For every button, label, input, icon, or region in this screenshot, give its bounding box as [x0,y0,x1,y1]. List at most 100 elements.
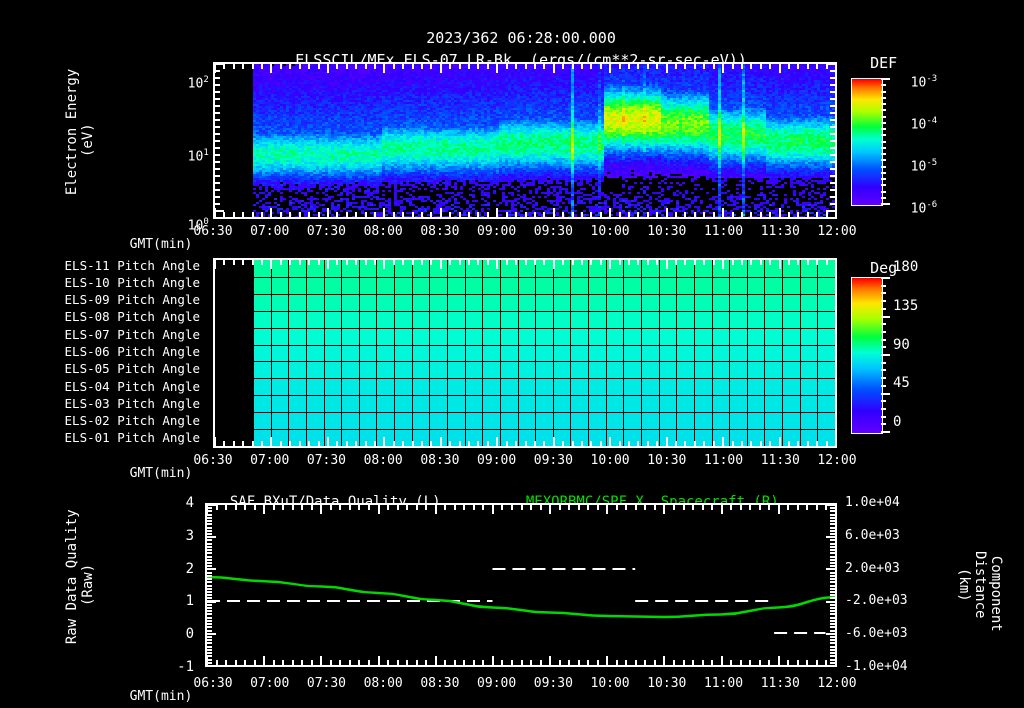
panel3-ytick-right-0: 1.0e+04 [845,495,900,510]
panel3-ytick-left-2: 2 [185,561,194,577]
pitch-angle-row-label-5: ELS-06 Pitch Angle [64,344,200,359]
panel2-xtick-6: 09:30 [533,453,573,468]
panel3-ytick-right-1: 6.0e+03 [845,528,900,543]
panel3-ytick-left-3: 1 [185,593,194,609]
colorbar-deg-label-0: 180 [893,259,919,275]
panel1-xaxis-label: GMT(min) [129,237,193,252]
panel3-ytick-left-labels: 4 3 2 1 0 -1 [150,490,200,685]
panel1-ticks [213,62,837,219]
panel3-xtick-6: 09:30 [533,676,573,691]
pitch-angle-row-label-2: ELS-09 Pitch Angle [64,292,200,307]
panel-pitch-angle [213,258,837,448]
panel-data-quality [205,503,837,667]
pitch-angle-row-label-7: ELS-04 Pitch Angle [64,379,200,394]
panel3-xtick-0: 06:30 [193,676,233,691]
colorbar-def-ticks [881,78,893,206]
colorbar-deg-ticks [881,277,893,434]
colorbar-def [851,78,883,206]
panel1-xtick-8: 10:30 [647,224,687,239]
panel1-ytick-10: 101 [187,148,209,165]
panel2-xtick-4: 08:30 [420,453,460,468]
pitch-angle-row-label-9: ELS-02 Pitch Angle [64,413,200,428]
colorbar-deg-label-1: 135 [893,298,919,314]
panel2-xtick-11: 12:00 [817,453,857,468]
panel3-xtick-8: 10:30 [647,676,687,691]
panel3-ylabel-left: Raw Data Quality (Raw) [64,509,96,644]
pitch-angle-row-label-10: ELS-01 Pitch Angle [64,430,200,445]
panel1-xtick-5: 09:00 [477,224,517,239]
panel3-ylabel-right: Component Distance (km) [956,551,1004,632]
panel1-xtick-9: 11:00 [703,224,744,239]
colorbar-deg-title: Deg [870,259,898,277]
panel2-xtick-0: 06:30 [193,453,233,468]
pitch-angle-canvas[interactable] [215,260,835,446]
panel3-xtick-2: 07:30 [306,676,347,691]
panel1-xtick-0: 06:30 [193,224,233,239]
colorbar-deg-label-3: 45 [893,375,910,391]
panel2-xaxis-label: GMT(min) [129,466,193,481]
panel3-ticks [205,503,837,667]
panel1-xtick-3: 08:00 [363,224,403,239]
pitch-angle-row-label-6: ELS-05 Pitch Angle [64,361,200,376]
panel3-xtick-5: 09:00 [477,676,517,691]
colorbar-deg [851,277,883,434]
panel3-ytick-left-1: 3 [185,528,194,544]
pitch-angle-row-label-4: ELS-07 Pitch Angle [64,327,200,342]
colorbar-def-gradient [852,79,882,205]
colorbar-def-label-1: 10-4 [910,116,938,133]
pitch-angle-row-label-1: ELS-10 Pitch Angle [64,275,200,290]
pitch-angle-row-label-8: ELS-03 Pitch Angle [64,396,200,411]
panel2-ticks [213,258,837,448]
panel1-ylabel: Electron Energy (eV) [64,68,96,196]
panel3-xtick-7: 10:00 [590,676,630,691]
panel3-ytick-right-4: -6.0e+03 [845,626,908,641]
pitch-angle-row-label-0: ELS-11 Pitch Angle [64,258,200,273]
panel3-xtick-labels: 06:30 07:00 07:30 08:00 08:30 09:00 09:30 10:00… [0,677,1024,693]
panel1-ytick-100: 102 [187,75,209,92]
panel3-ytick-left-0: 4 [185,495,194,511]
colorbar-def-title: DEF [870,54,898,72]
panel3-xtick-4: 08:30 [420,676,460,691]
panel1-ytick-1: 100 [187,217,209,234]
data-quality-canvas[interactable] [207,505,835,665]
panel3-xaxis-label: GMT(min) [129,689,193,704]
panel1-xtick-2: 07:30 [306,224,347,239]
panel2-xtick-10: 11:30 [760,453,800,468]
panel3-xtick-10: 11:30 [760,676,800,691]
colorbar-deg-labels: 180 135 90 45 0 [893,260,963,450]
panel2-xtick-8: 10:30 [647,453,687,468]
panel-electron-energy [213,62,837,219]
spectrogram-canvas[interactable] [215,64,835,217]
colorbar-def-label-3: 10-6 [910,200,938,217]
panel2-row-labels: ELS-11 Pitch Angle ELS-10 Pitch Angle ELS-… [0,258,208,448]
panel3-xtick-11: 12:00 [817,676,857,691]
colorbar-deg-gradient [852,278,882,433]
panel2-xtick-labels: 06:30 07:00 07:30 08:00 08:30 09:00 09:30 10:00… [0,454,1024,470]
panel1-xtick-11: 12:00 [817,224,857,239]
panel3-xtick-1: 07:00 [250,676,290,691]
pitch-angle-row-label-3: ELS-08 Pitch Angle [64,309,200,324]
panel2-xtick-3: 08:00 [363,453,403,468]
panel1-xtick-1: 07:00 [250,224,290,239]
panel2-xtick-9: 11:00 [703,453,744,468]
panel3-ytick-right-3: -2.0e+03 [845,593,908,608]
panel3-xtick-9: 11:00 [703,676,744,691]
panel3-ytick-left-4: 0 [185,626,194,642]
panel3-xtick-3: 08:00 [363,676,403,691]
panel3-ytick-left-5: -1 [177,659,194,675]
colorbar-def-label-2: 10-5 [910,158,938,175]
panel1-xtick-4: 08:30 [420,224,460,239]
panel1-xtick-6: 09:30 [533,224,573,239]
panel1-xtick-7: 10:00 [590,224,630,239]
datetime-label: 2023/362 06:28:00.000 [426,29,616,47]
panel1-xtick-10: 11:30 [760,224,800,239]
colorbar-deg-label-4: 0 [893,414,902,430]
panel3-ytick-right-labels: 1.0e+04 6.0e+03 2.0e+03 -2.0e+03 -6.0e+03 -1.… [845,490,955,685]
panel3-ytick-right-2: 2.0e+03 [845,561,900,576]
panel2-xtick-7: 10:00 [590,453,630,468]
colorbar-deg-label-2: 90 [893,337,910,353]
page-title: 2023/362 06:28:00.000 [0,16,1024,46]
panel1-xtick-labels: 06:30 07:00 07:30 08:00 08:30 09:00 09:30 10:00… [0,225,1024,241]
panel2-xtick-2: 07:30 [306,453,347,468]
panel2-xtick-1: 07:00 [250,453,290,468]
